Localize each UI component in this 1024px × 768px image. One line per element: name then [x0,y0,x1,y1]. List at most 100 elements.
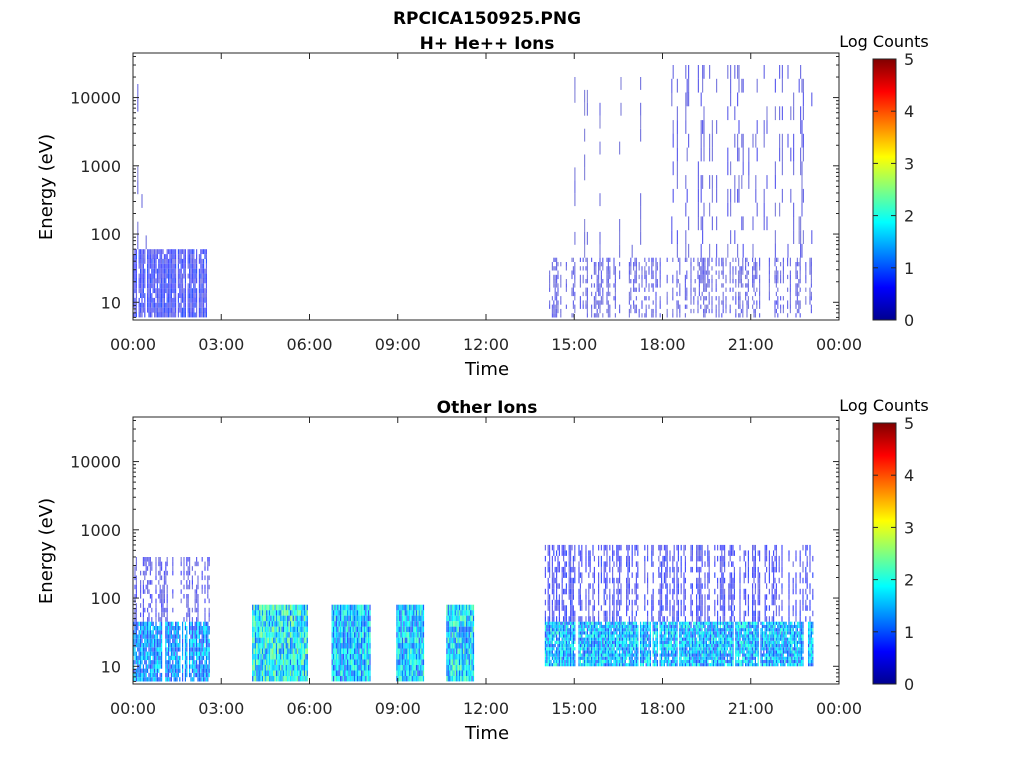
heatmap-cell [278,637,280,644]
heatmap-cell [721,257,723,262]
heatmap-cell [561,631,563,635]
heatmap-cell [454,654,456,660]
heatmap-cell [789,283,791,288]
heatmap-cell [446,604,448,611]
heatmap-cell [556,266,558,271]
heatmap-cell [169,668,171,673]
panel-title: H+ He++ Ions [420,34,555,54]
heatmap-cell [161,283,163,289]
heatmap-cell [165,626,167,631]
heatmap-cell [613,628,615,632]
heatmap-cell [154,655,156,661]
heatmap-cell [613,637,615,641]
heatmap-cell [679,283,681,288]
heatmap-cell [169,630,171,635]
heatmap-cell [413,654,415,660]
heatmap-cell [633,300,635,305]
heatmap-cell [558,631,560,635]
heatmap-cell [166,612,168,618]
heatmap-cell [652,283,654,288]
heatmap-cell [334,610,336,616]
heatmap-cell [607,659,609,664]
heatmap-cell [205,293,207,298]
heatmap-cell [298,670,300,676]
heatmap-cell [176,643,178,648]
heatmap-cell [551,653,553,657]
heatmap-cell [578,621,580,625]
heatmap-cell [571,656,573,660]
heatmap-cell [470,604,472,611]
heatmap-cell [676,120,678,134]
heatmap-cell [557,308,559,314]
heatmap-cell [599,640,601,644]
heatmap-cell [603,656,605,660]
heatmap-cell [134,677,136,682]
heatmap-cell [703,147,705,162]
heatmap-cell [591,274,593,280]
heatmap-cell [141,278,143,284]
heatmap-cell [408,604,411,611]
heatmap-cell [596,313,598,318]
heatmap-cell [570,628,572,632]
heatmap-cell [677,304,679,309]
heatmap-cell [145,621,147,626]
heatmap-cell [333,621,335,627]
heatmap-cell [163,307,165,313]
heatmap-cell [550,634,552,638]
heatmap-cell [707,257,709,262]
heatmap-cell [365,665,367,671]
heatmap-cell [421,626,423,633]
heatmap-cell [284,675,286,682]
heatmap-cell [170,254,172,259]
heatmap-cell [738,147,740,162]
heatmap-cell [135,603,137,608]
heatmap-cell [301,632,303,638]
heatmap-cell [165,664,167,669]
heatmap-cell [697,161,699,176]
heatmap-cell [571,270,573,275]
heatmap-cell [408,654,411,660]
heatmap-cell [306,648,308,654]
heatmap-cell [141,651,143,656]
heatmap-cell [177,283,179,289]
heatmap-cell [182,634,184,639]
heatmap-cell [306,637,308,644]
heatmap-cell [551,650,553,654]
heatmap-cell [553,631,555,635]
heatmap-cell [365,604,367,611]
heatmap-cell [599,624,601,629]
heatmap-cell [737,65,739,79]
heatmap-cell [190,634,192,639]
heatmap-cell [746,300,748,305]
heatmap-cell [400,610,402,616]
heatmap-cell [361,637,363,644]
heatmap-cell [148,288,150,294]
heatmap-cell [572,647,574,651]
heatmap-cell [205,312,207,318]
heatmap-cell [154,664,156,669]
heatmap-cell [177,297,179,303]
heatmap-cell [584,637,586,641]
heatmap-cell [341,621,343,627]
heatmap-cell [403,604,405,611]
heatmap-cell [169,655,171,661]
heatmap-cell [454,615,456,622]
heatmap-cell [156,638,158,644]
heatmap-cell [148,312,150,318]
heatmap-cell [362,665,364,671]
heatmap-cell [686,287,688,292]
heatmap-cell [190,647,192,652]
heatmap-cell [363,632,365,638]
heatmap-cell [596,279,598,284]
heatmap-cell [335,604,337,611]
heatmap-cell [446,621,448,627]
heatmap-cell [142,621,144,626]
heatmap-cell [617,628,619,632]
heatmap-cell [142,288,144,294]
heatmap-cell [189,607,191,613]
heatmap-cell [563,647,565,651]
heatmap-cell [602,647,604,651]
heatmap-cell [275,621,278,627]
heatmap-cell [356,648,358,654]
heatmap-cell [166,570,168,576]
